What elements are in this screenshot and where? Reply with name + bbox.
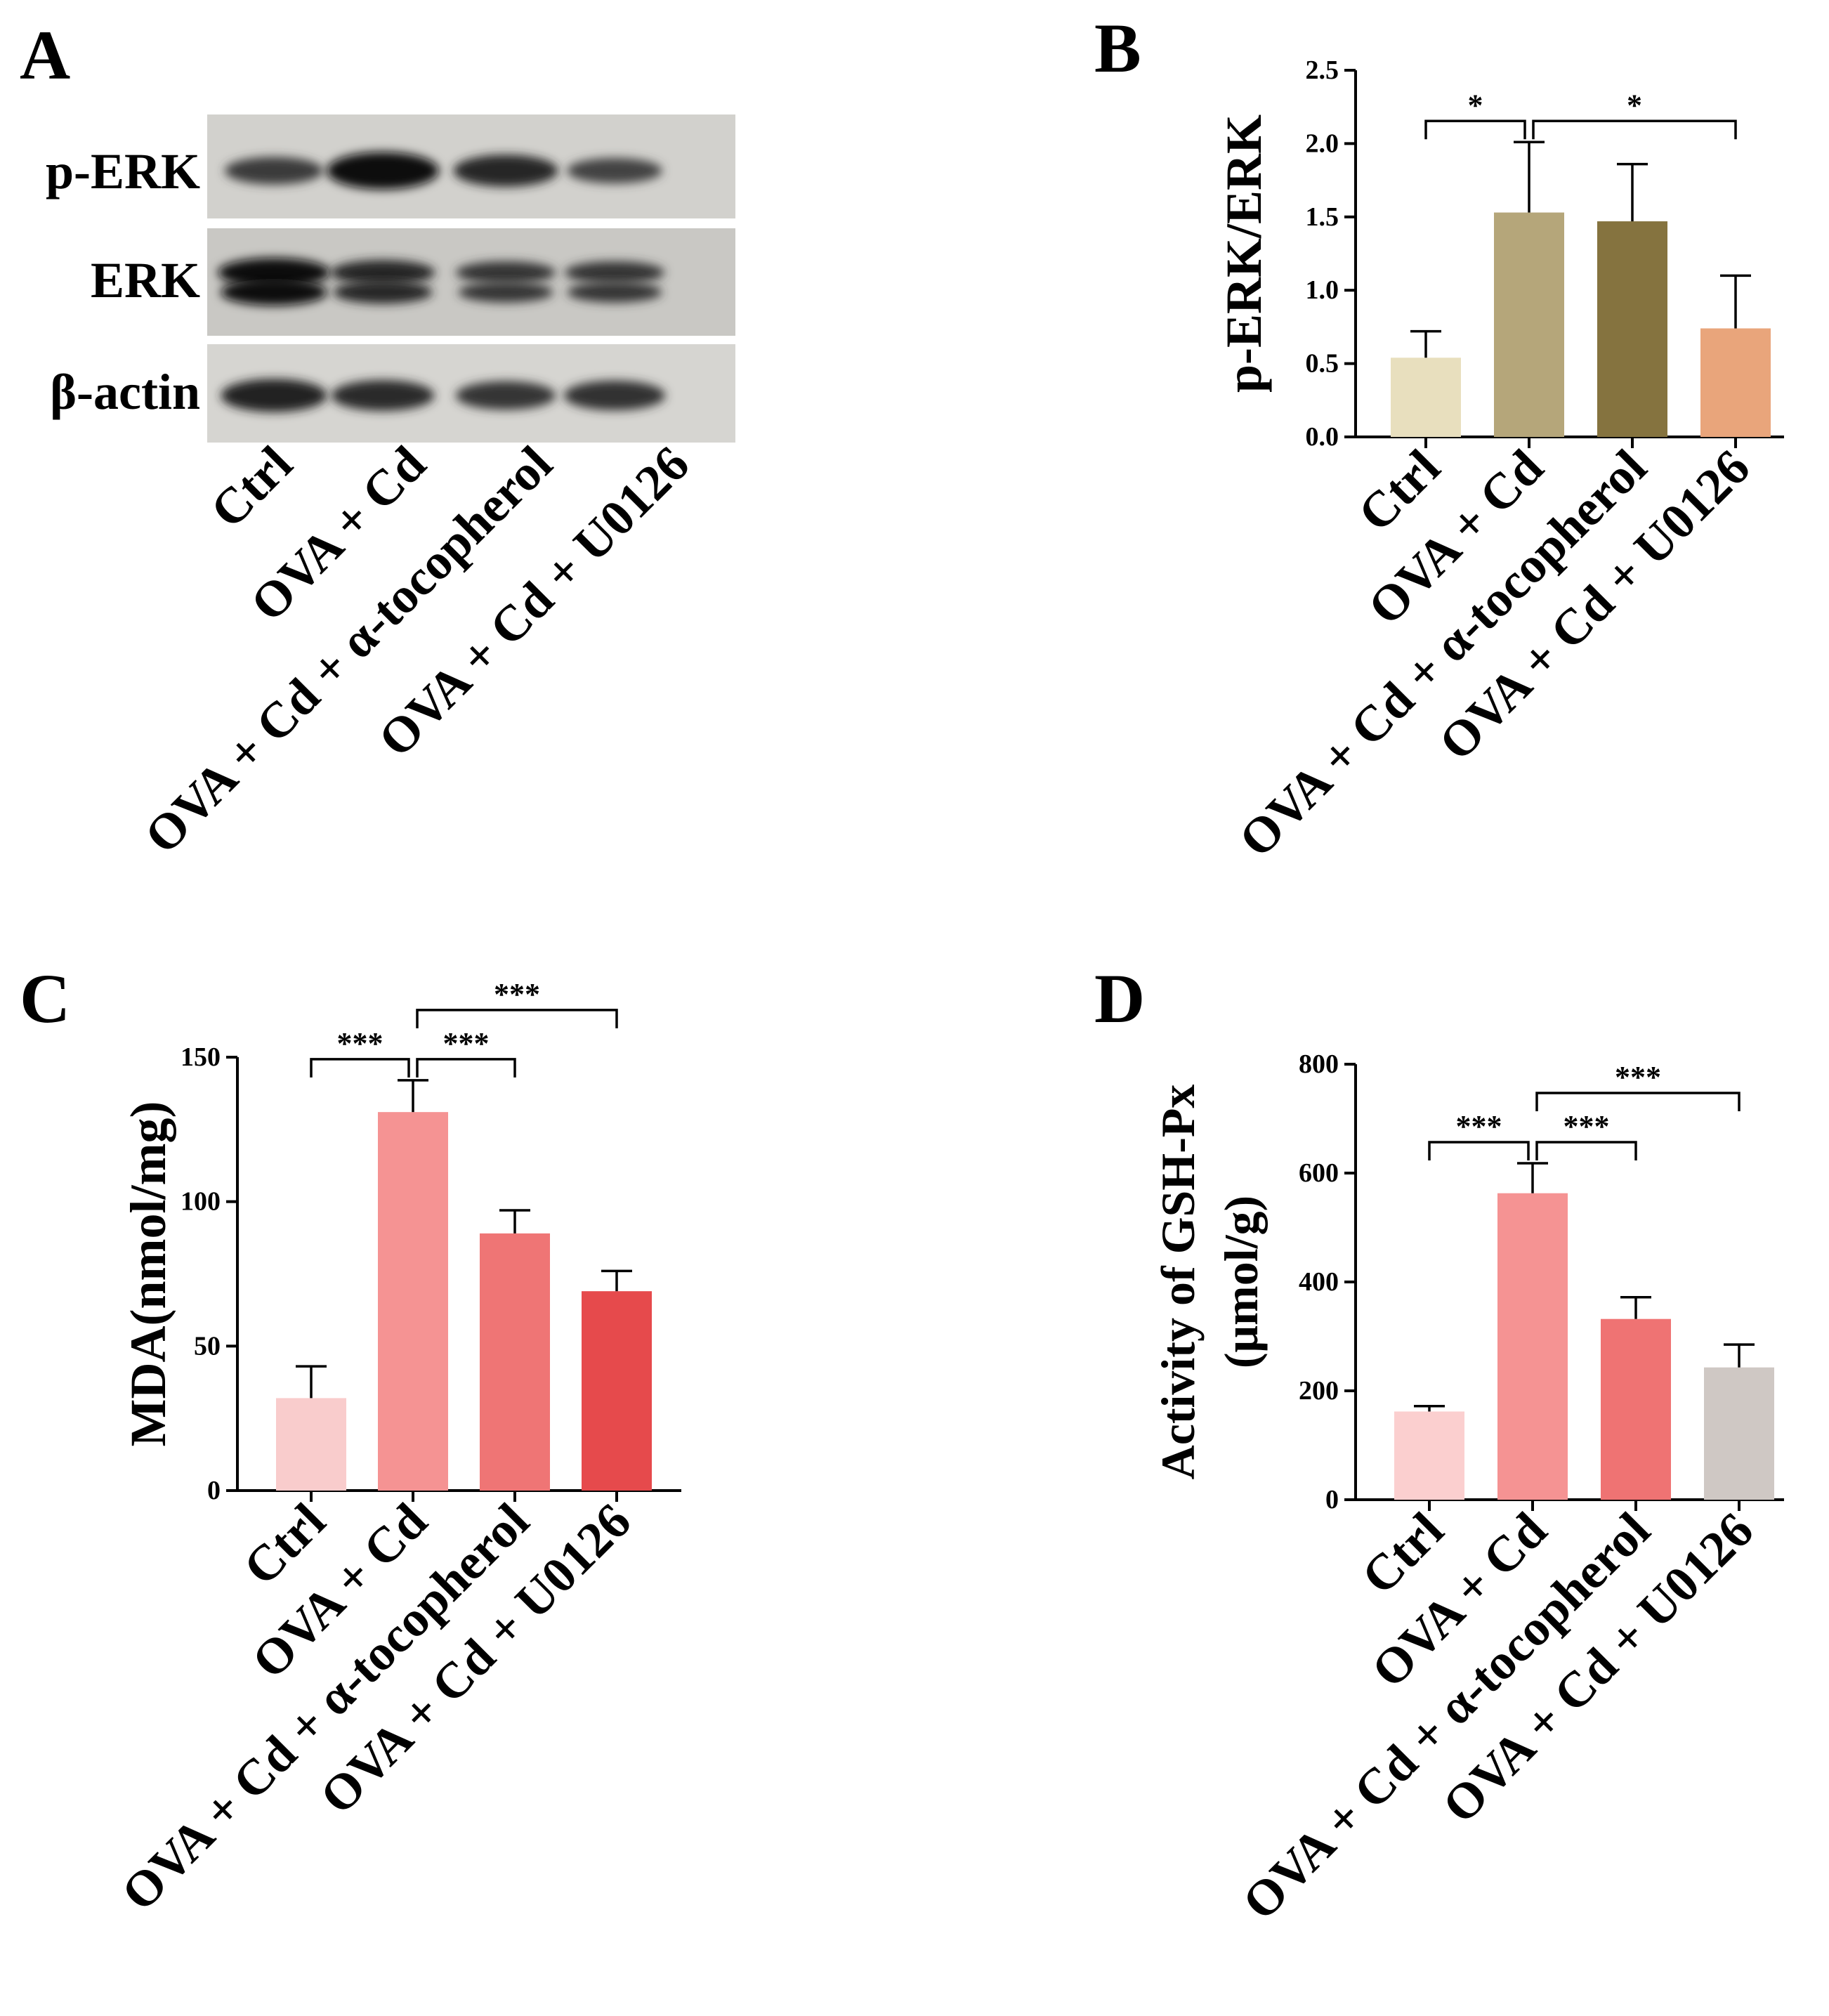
- y-tick-label: 2.5: [1306, 55, 1339, 85]
- blot-label-beta-actin: β-actin: [50, 364, 200, 420]
- blot-band-erk-lane-4: [564, 261, 665, 284]
- y-tick-label: 0.0: [1306, 422, 1339, 452]
- blot-band-p-erk-lane-3: [453, 155, 558, 187]
- x-tick-label-ova-cd-alpha-tocopherol: OVA + Cd + α-tocopherol: [111, 1493, 540, 1922]
- bar-ova-cd-u0126: [582, 1291, 652, 1491]
- bar-ctrl: [276, 1398, 346, 1491]
- y-tick-label: 0.5: [1306, 349, 1339, 379]
- bar-ova-cd-u0126: [1700, 328, 1771, 437]
- y-tick-label: 1.5: [1306, 202, 1339, 232]
- y-tick-label: 400: [1299, 1267, 1339, 1297]
- blot-band-erk-lower-lane-4: [567, 282, 662, 303]
- y-tick-label: 0: [207, 1476, 221, 1505]
- blot-band-erk-lower-lane-3: [458, 282, 553, 303]
- significance-marker: *: [1468, 88, 1483, 122]
- y-axis-title: p-ERK/ERK: [1216, 114, 1272, 393]
- blot-band-erk-lane-1: [218, 258, 330, 287]
- panel-letter-b: B: [1094, 9, 1141, 87]
- bar-ctrl: [1391, 358, 1461, 437]
- bar-ova-cd-u0126: [1704, 1367, 1774, 1500]
- blot-band-beta-actin-lane-2: [331, 380, 435, 411]
- significance-bracket: [1535, 1092, 1740, 1112]
- significance-marker: *: [1627, 88, 1642, 122]
- significance-marker: ***: [1615, 1060, 1661, 1094]
- y-tick-label: 2.0: [1306, 129, 1339, 158]
- blot-band-erk-lane-2: [330, 260, 435, 285]
- y-axis-title: (μmol/g): [1214, 1196, 1268, 1368]
- y-tick-label: 800: [1299, 1049, 1339, 1079]
- blot-band-p-erk-lane-2: [327, 152, 439, 190]
- significance-bracket: [1532, 119, 1737, 140]
- panel-letter-d: D: [1094, 960, 1145, 1038]
- bar-ova-cd: [1494, 212, 1564, 437]
- significance-bracket: [1428, 1141, 1530, 1161]
- blot-band-erk-lower-lane-2: [333, 280, 433, 304]
- blot-band-p-erk-lane-4: [567, 157, 662, 184]
- bar-ova-cd-alpha-tocopherol: [1601, 1318, 1671, 1500]
- significance-bracket: [416, 1058, 516, 1078]
- blot-band-beta-actin-lane-1: [221, 379, 327, 412]
- blot-band-erk-lower-lane-1: [221, 279, 327, 306]
- significance-bracket: [1535, 1141, 1637, 1161]
- significance-marker: ***: [443, 1026, 490, 1061]
- y-tick-label: 150: [181, 1042, 221, 1072]
- y-tick-label: 600: [1299, 1158, 1339, 1188]
- blot-band-p-erk-lane-1: [224, 157, 324, 185]
- y-axis-title: Activity of GSH-Px: [1151, 1085, 1205, 1480]
- y-tick-label: 50: [194, 1331, 221, 1361]
- significance-marker: ***: [1456, 1109, 1502, 1144]
- significance-marker: ***: [337, 1026, 383, 1061]
- panel-letter-a: A: [20, 16, 70, 94]
- significance-bracket: [310, 1058, 410, 1078]
- blot-label-erk: ERK: [91, 252, 200, 308]
- panel-letter-c: C: [20, 960, 70, 1038]
- blot-group-label-ctrl: Ctrl: [199, 436, 303, 539]
- blot-band-erk-lane-3: [455, 261, 556, 284]
- x-tick-label-ova-cd-alpha-tocopherol: OVA + Cd + α-tocopherol: [1228, 439, 1658, 868]
- y-tick-label: 100: [181, 1187, 221, 1217]
- blot-band-beta-actin-lane-3: [455, 381, 556, 410]
- y-tick-label: 1.0: [1306, 275, 1339, 305]
- bar-ova-cd-alpha-tocopherol: [480, 1233, 550, 1491]
- bar-ova-cd: [378, 1112, 448, 1491]
- bar-ova-cd: [1497, 1193, 1568, 1500]
- significance-bracket: [416, 1009, 618, 1028]
- x-tick-label-ova-cd-alpha-tocopherol: OVA + Cd + α-tocopherol: [1232, 1502, 1661, 1931]
- significance-bracket: [1424, 119, 1526, 140]
- blot-label-p-erk: p-ERK: [46, 143, 200, 199]
- y-axis-title: MDA(nmol/mg): [120, 1101, 176, 1447]
- bar-ctrl: [1394, 1411, 1464, 1500]
- significance-marker: ***: [494, 977, 540, 1012]
- blot-band-beta-actin-lane-4: [563, 380, 666, 411]
- blot-bands: [218, 152, 666, 412]
- y-tick-label: 200: [1299, 1376, 1339, 1406]
- bar-ova-cd-alpha-tocopherol: [1597, 221, 1667, 437]
- y-tick-label: 0: [1325, 1485, 1339, 1514]
- significance-marker: ***: [1563, 1109, 1610, 1144]
